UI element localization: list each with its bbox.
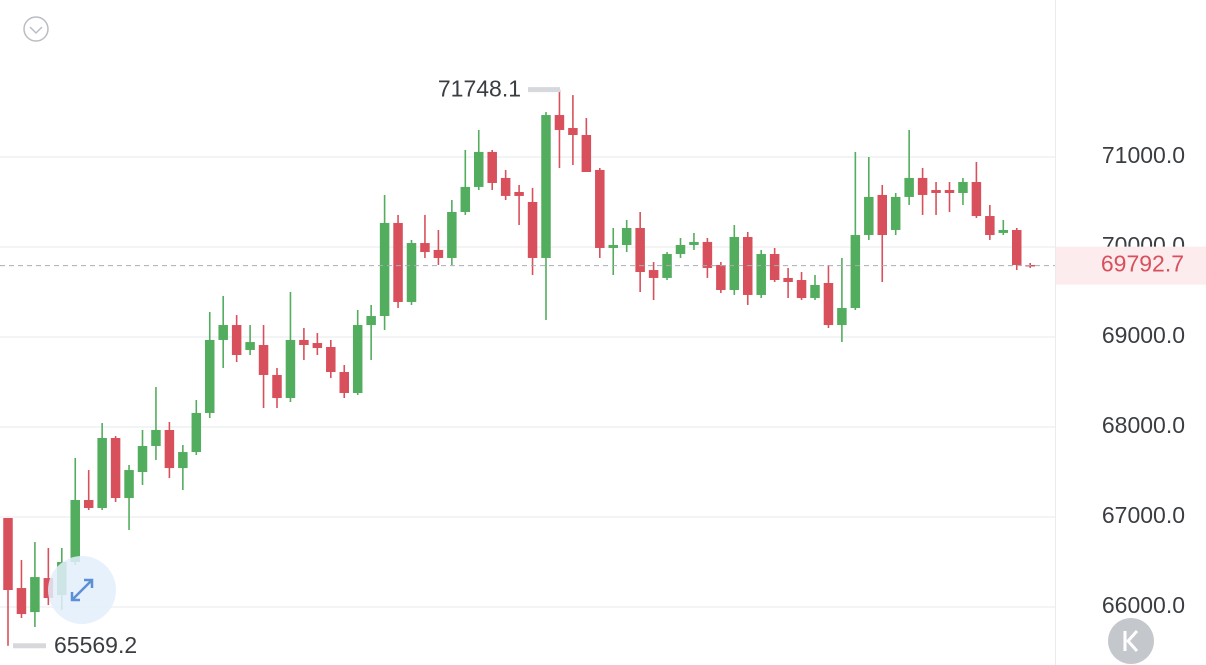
collapse-button[interactable]: [23, 16, 49, 42]
candle-body: [621, 227, 632, 246]
candle-body: [474, 151, 484, 187]
collapse-chevron: [29, 26, 43, 35]
candle-body: [164, 429, 175, 469]
candle-body: [864, 196, 874, 236]
candle-body: [30, 577, 40, 613]
candle-body: [70, 500, 80, 563]
expand-icon: [70, 578, 94, 602]
min-label: 65569.2: [54, 632, 137, 658]
y-tick-label: 66000.0: [1102, 592, 1185, 618]
candle-body: [837, 308, 847, 326]
candle-body: [796, 280, 807, 299]
candles: [3, 89, 1035, 646]
candle-body: [541, 115, 551, 258]
candle-body: [1012, 229, 1022, 265]
candle-body: [783, 277, 793, 283]
candle-body: [971, 182, 982, 217]
max-label: 71748.1: [438, 76, 521, 102]
candle-body: [729, 236, 740, 291]
candle-body: [500, 177, 511, 196]
candle-body: [272, 374, 282, 399]
price-axis-panel: [1055, 0, 1206, 665]
candle-body: [393, 222, 403, 302]
candle-body: [917, 177, 928, 195]
candle-body: [675, 245, 686, 255]
candle-body: [285, 339, 296, 399]
candle-body: [352, 325, 363, 393]
candle-body: [944, 190, 955, 193]
candle-body: [366, 316, 376, 326]
candle-body: [931, 190, 941, 193]
y-tick-label: 67000.0: [1102, 502, 1185, 528]
candle-body: [110, 437, 121, 499]
candle-body: [608, 245, 618, 248]
candle-body: [689, 241, 699, 246]
candle-body: [312, 343, 323, 348]
expand-button[interactable]: [48, 556, 116, 624]
candle-body: [124, 470, 134, 499]
candle-body: [447, 211, 457, 258]
candle-body: [245, 342, 255, 350]
candle-body: [178, 452, 188, 469]
candle-body: [769, 254, 780, 281]
candle-body: [877, 194, 887, 236]
candle-body: [581, 135, 592, 173]
back-circle: [1108, 618, 1154, 664]
candle-body: [554, 115, 565, 130]
candle-body: [487, 151, 497, 183]
candle-body: [218, 325, 228, 340]
candle-body: [823, 282, 834, 326]
candle-body: [595, 169, 605, 248]
candle-body: [299, 339, 309, 346]
candle-body: [716, 264, 726, 291]
candle-body: [568, 127, 578, 136]
grid: [0, 156, 1055, 608]
candle-body: [406, 243, 417, 302]
candle-body: [635, 227, 645, 273]
candle-body: [433, 249, 444, 258]
candle-body: [137, 446, 148, 473]
candle-body: [998, 229, 1009, 233]
candle-body: [231, 325, 242, 356]
candle-body: [958, 182, 968, 193]
candle-body: [985, 216, 995, 236]
candle-body: [904, 177, 914, 197]
candle-body: [326, 346, 336, 373]
candle-body: [850, 235, 861, 309]
candle-body: [258, 345, 269, 375]
candle-body: [460, 186, 471, 212]
y-tick-label: 69000.0: [1102, 322, 1185, 348]
candle-body: [339, 372, 349, 393]
y-tick-label: 68000.0: [1102, 412, 1185, 438]
candle-body: [810, 284, 820, 299]
candle-body: [527, 201, 538, 258]
last-price-label: 69792.7: [1101, 251, 1184, 277]
back-icon: [1123, 629, 1139, 653]
candle-body: [890, 196, 901, 230]
candle-body: [3, 518, 13, 591]
candle-body: [420, 243, 430, 253]
candle-body: [191, 412, 202, 453]
collapse-circle: [23, 16, 49, 42]
back-to-latest-button[interactable]: [1108, 618, 1154, 664]
candle-body: [648, 270, 659, 278]
candle-body: [16, 588, 27, 615]
candle-body: [97, 437, 107, 509]
candle-body: [83, 500, 94, 509]
candle-body: [514, 191, 524, 196]
labels: 66000.067000.068000.069000.070000.071000…: [0, 76, 1206, 658]
candle-body: [756, 254, 766, 295]
y-tick-label: 71000.0: [1102, 142, 1185, 168]
last-price-tag: [1056, 246, 1206, 285]
candle-body: [151, 429, 161, 447]
candle-body: [702, 241, 713, 268]
candle-body: [205, 339, 215, 413]
candle-body: [379, 222, 390, 317]
